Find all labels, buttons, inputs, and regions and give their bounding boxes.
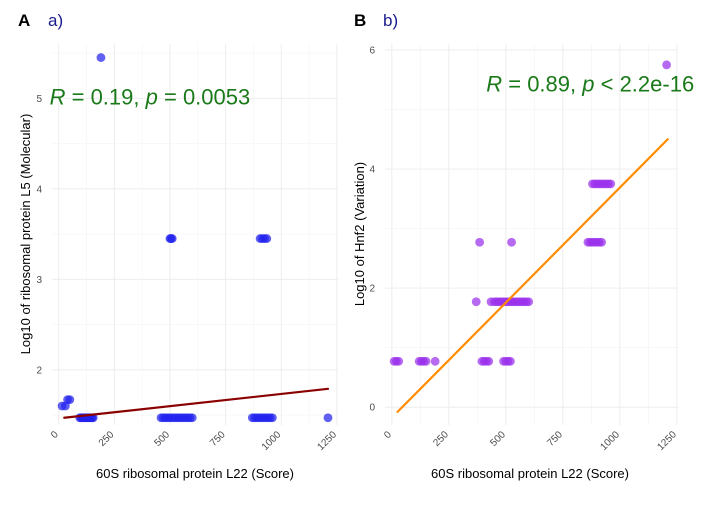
data-point [507,237,516,247]
r-symbol: R [486,72,502,97]
data-point [262,234,272,243]
data-point [484,356,494,366]
y-tick-label: 4 [369,165,375,176]
x-tick-label: 1000 [260,429,284,453]
y-tick-label: 2 [36,365,42,376]
x-tick-label: 750 [545,429,565,449]
y-axis-title: Log10 of ribosomal protein L5 (Molecular… [18,114,33,355]
panel-sublabel: b) [383,11,398,30]
data-point [471,297,481,307]
panel-letter: B [354,11,366,30]
data-point [597,237,607,247]
data-point [167,234,177,243]
y-axis-title: Log10 of Hnf2 (Variation) [352,162,367,306]
x-tick-label: 250 [431,429,451,449]
panel-b: 0 250 500 750 1000 1250 0 2 4 6 60S ribosomal prot… [352,11,694,481]
x-tick-label: 500 [488,429,508,449]
panel-letter: A [18,11,30,30]
data-point [506,356,515,366]
panel-sublabel: a) [48,11,63,30]
data-point [430,356,440,366]
y-tick-label: 2 [369,284,375,295]
y-tick-label: 3 [36,275,42,286]
data-point [524,297,534,307]
data-point [65,395,75,405]
r-value: = 0.19, [66,85,146,110]
p-value: < 2.2e-16 [595,72,695,97]
y-tick-label: 0 [369,403,375,414]
correlation-annotation: R = 0.89, p < 2.2e-16 [486,72,694,97]
x-tick-label: 1250 [655,429,679,453]
panel-a: 0 250 500 750 1000 1250 2 3 4 5 60S ribosomal prot… [18,11,339,481]
y-tick-label: 5 [36,94,42,105]
data-point [323,413,333,423]
data-point [662,60,671,70]
x-axis-title: 60S ribosomal protein L22 (Score) [96,466,294,481]
regression-line [396,138,669,414]
x-tick-label: 500 [153,429,173,449]
x-tick-label: 250 [97,429,117,449]
data-point [475,237,485,247]
data-point [421,356,431,366]
p-symbol: p [145,85,158,110]
x-axis-title: 60S ribosomal protein L22 (Score) [431,466,629,481]
x-tick-label: 1250 [315,429,339,453]
correlation-annotation: R = 0.19, p = 0.0053 [50,85,251,110]
p-symbol: p [581,72,594,97]
x-tick-label: 0 [382,429,394,441]
data-point [187,413,197,423]
data-point [267,413,277,423]
regression-line [63,387,330,419]
data-point [394,356,404,366]
x-tick-label: 1000 [598,429,622,453]
x-tick-label: 0 [49,429,61,441]
x-tick-label: 750 [208,429,228,449]
r-value: = 0.89, [502,72,582,97]
y-tick-label: 6 [369,45,375,56]
r-symbol: R [50,85,66,110]
p-value: = 0.0053 [158,85,250,110]
data-point [606,179,616,189]
y-tick-label: 4 [36,184,42,195]
data-point [96,53,106,62]
